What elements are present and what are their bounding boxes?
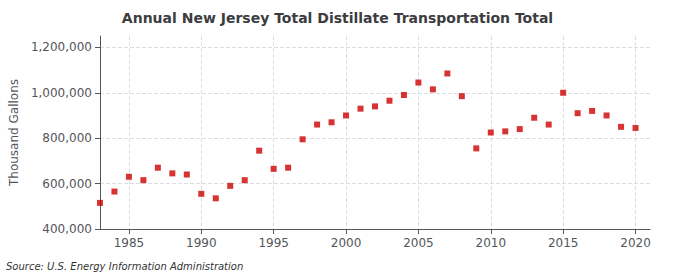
svg-text:400,000: 400,000: [42, 222, 92, 236]
svg-text:800,000: 800,000: [42, 131, 92, 145]
svg-text:2005: 2005: [403, 236, 434, 250]
svg-text:1985: 1985: [114, 236, 145, 250]
svg-text:Source: U.S. Energy Informatio: Source: U.S. Energy Information Administ…: [6, 261, 243, 272]
svg-text:Annual New Jersey Total Distil: Annual New Jersey Total Distillate Trans…: [122, 10, 553, 26]
svg-text:1995: 1995: [258, 236, 289, 250]
svg-text:Thousand Gallons: Thousand Gallons: [7, 79, 21, 187]
svg-text:1990: 1990: [186, 236, 217, 250]
svg-text:2015: 2015: [548, 236, 579, 250]
svg-text:2020: 2020: [620, 236, 651, 250]
svg-text:2000: 2000: [331, 236, 362, 250]
svg-text:600,000: 600,000: [42, 177, 92, 191]
svg-text:1,000,000: 1,000,000: [31, 86, 92, 100]
svg-text:2010: 2010: [476, 236, 507, 250]
svg-text:1,200,000: 1,200,000: [31, 40, 92, 54]
